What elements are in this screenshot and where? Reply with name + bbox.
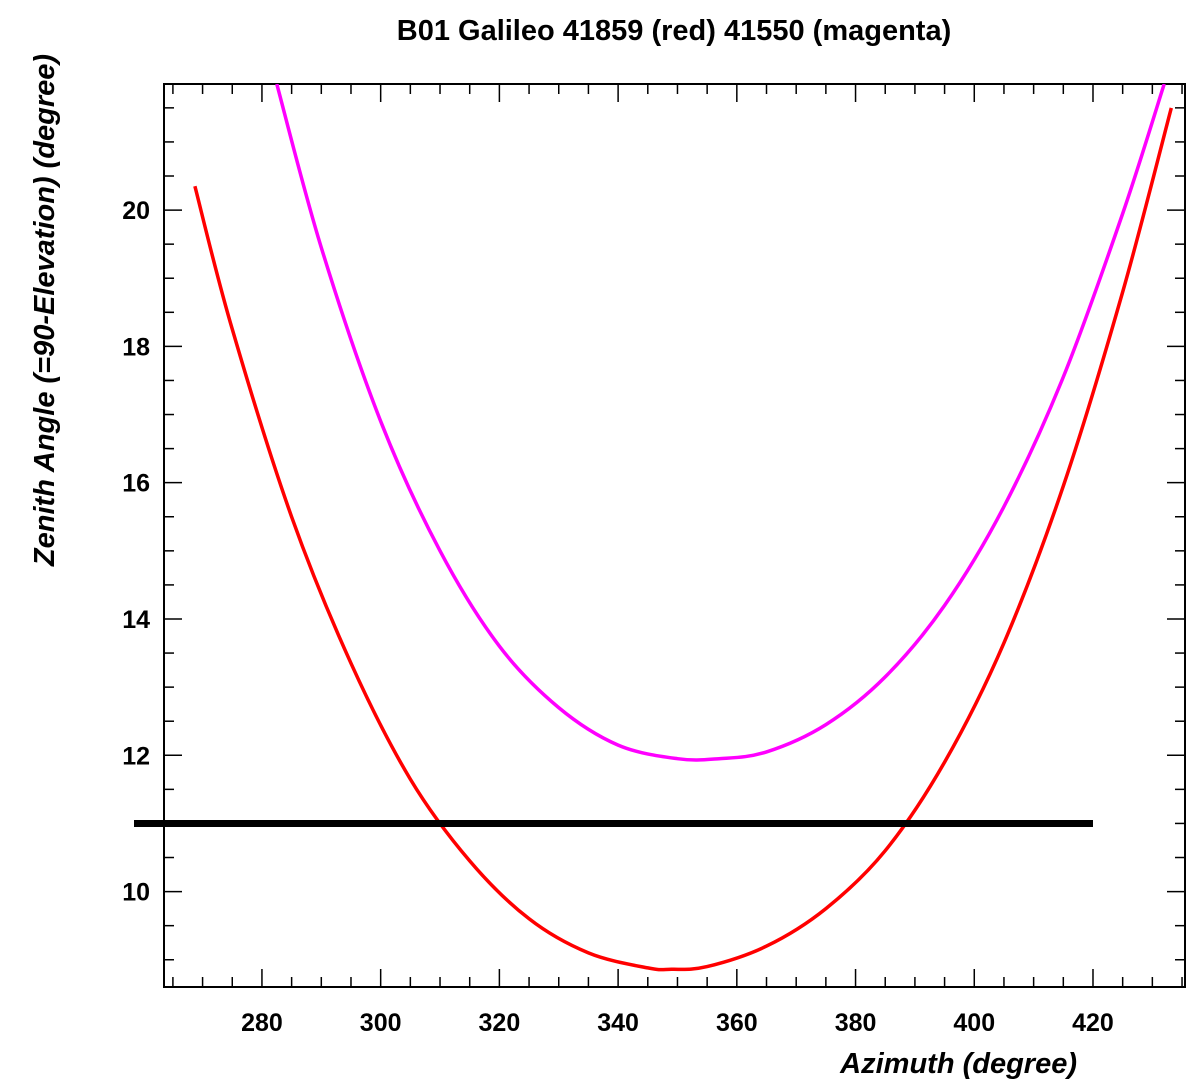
x-tick-label: 400 [953,1009,995,1037]
y-tick-label: 12 [122,742,150,770]
x-tick-label: 320 [479,1009,521,1037]
series-line [275,84,1166,762]
x-axis-label: Azimuth (degree) [839,1048,1077,1080]
x-tick-label: 420 [1072,1009,1114,1037]
y-tick-label: 10 [122,879,150,907]
x-axis: 280 300 320 340 360 380 400 420 [172,84,1183,1037]
series-layer [193,84,1173,972]
plot-frame [163,83,1186,988]
x-tick-label: 360 [716,1009,758,1037]
x-tick-label: 380 [835,1009,877,1037]
chart-title: B01 Galileo 41859 (red) 41550 (magenta) [397,15,951,47]
x-tick-label: 280 [241,1009,283,1037]
y-tick-label: 16 [122,470,150,498]
y-tick-label: 20 [122,197,150,225]
y-tick-label: 18 [122,333,150,361]
y-axis: 10 12 14 16 18 20 [122,107,1185,961]
y-tick-label: 14 [122,606,150,634]
x-tick-label: 300 [360,1009,402,1037]
y-axis-label: Zenith Angle (=90-Elevation) (degree) [29,54,61,567]
series-line [193,107,1173,972]
x-tick-label: 340 [597,1009,639,1037]
